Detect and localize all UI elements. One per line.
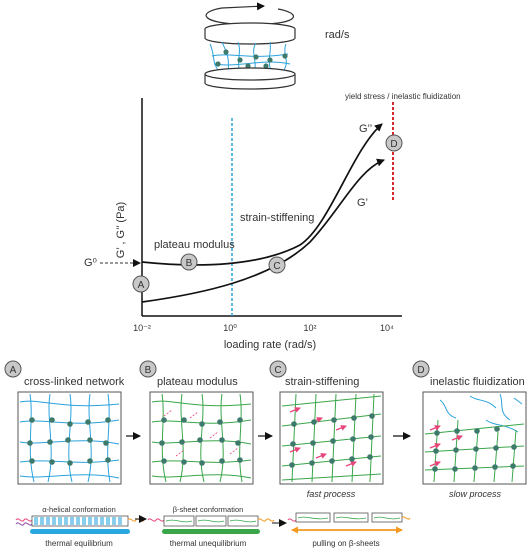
panel-title: inelastic fluidization: [430, 376, 525, 388]
svg-text:B: B: [186, 258, 193, 269]
panel-b-network: [149, 391, 254, 485]
x-axis-label: loading rate (rad/s): [224, 339, 316, 351]
rotation-arrow-icon: [205, 2, 294, 25]
x-tick-label: 10⁻²: [133, 323, 151, 333]
yield-label: yield stress / inelastic fluidization: [345, 92, 461, 101]
svg-text:C: C: [273, 261, 280, 272]
alpha-helical-bar: α-helical conformation thermal equilibri…: [15, 505, 145, 548]
beta-sheet-bar: β-sheet conformation thermal unequilibri…: [147, 505, 275, 548]
panel-header-d: D inelastic fluidization: [412, 360, 525, 388]
y-axis-label: G’ , G’’ (Pa): [115, 202, 127, 258]
panel-c-caption: fast process: [307, 489, 356, 499]
point-marker-c: C: [268, 256, 286, 274]
svg-text:D: D: [417, 365, 424, 376]
svg-text:D: D: [390, 139, 397, 150]
panel-c-network: [279, 391, 384, 485]
svg-text:B: B: [145, 365, 152, 376]
beta-label: β-sheet conformation: [173, 505, 244, 514]
stiffening-label: strain-stiffening: [240, 212, 314, 224]
g-prime-label: G’: [357, 197, 368, 209]
panel-d-caption: slow process: [449, 489, 502, 499]
panel-a-network: [17, 391, 122, 485]
panel-header-b: B plateau modulus: [139, 360, 238, 388]
point-marker-d: D: [385, 134, 403, 152]
panel-d-network: [422, 391, 527, 485]
point-marker-a: A: [132, 275, 150, 293]
x-tick-label: 10⁰: [223, 323, 237, 333]
x-tick-label: 10²: [303, 323, 316, 333]
pulled-beta-bar: pulling on β-sheets: [287, 512, 411, 548]
panel-title: cross-linked network: [24, 376, 125, 388]
plateau-label: plateau modulus: [154, 239, 235, 251]
point-marker-b: B: [180, 253, 198, 271]
rheometer-speed-label: rad/s: [325, 29, 350, 41]
beta-state: thermal unequilibrium: [170, 539, 247, 548]
panel-title: strain-stiffening: [285, 376, 359, 388]
svg-text:C: C: [274, 365, 281, 376]
panel-title: plateau modulus: [157, 376, 238, 388]
panel-header-c: C strain-stiffening: [269, 360, 359, 388]
svg-text:A: A: [10, 365, 17, 376]
pull-label: pulling on β-sheets: [312, 539, 379, 548]
g-prime-curve: [141, 158, 385, 303]
svg-text:A: A: [138, 280, 145, 291]
alpha-label: α-helical conformation: [42, 505, 116, 514]
x-tick-label: 10⁴: [380, 323, 394, 333]
g0-label: G⁰: [84, 257, 98, 269]
alpha-state: thermal equilibrium: [45, 539, 113, 548]
panel-header-a: A cross-linked network: [4, 360, 125, 388]
rheometer: rad/s: [204, 2, 350, 90]
rheology-graph: G’ , G’’ (Pa) loading rate (rad/s) 10⁻² …: [84, 92, 461, 351]
g-double-prime-label: G’’: [359, 123, 372, 135]
